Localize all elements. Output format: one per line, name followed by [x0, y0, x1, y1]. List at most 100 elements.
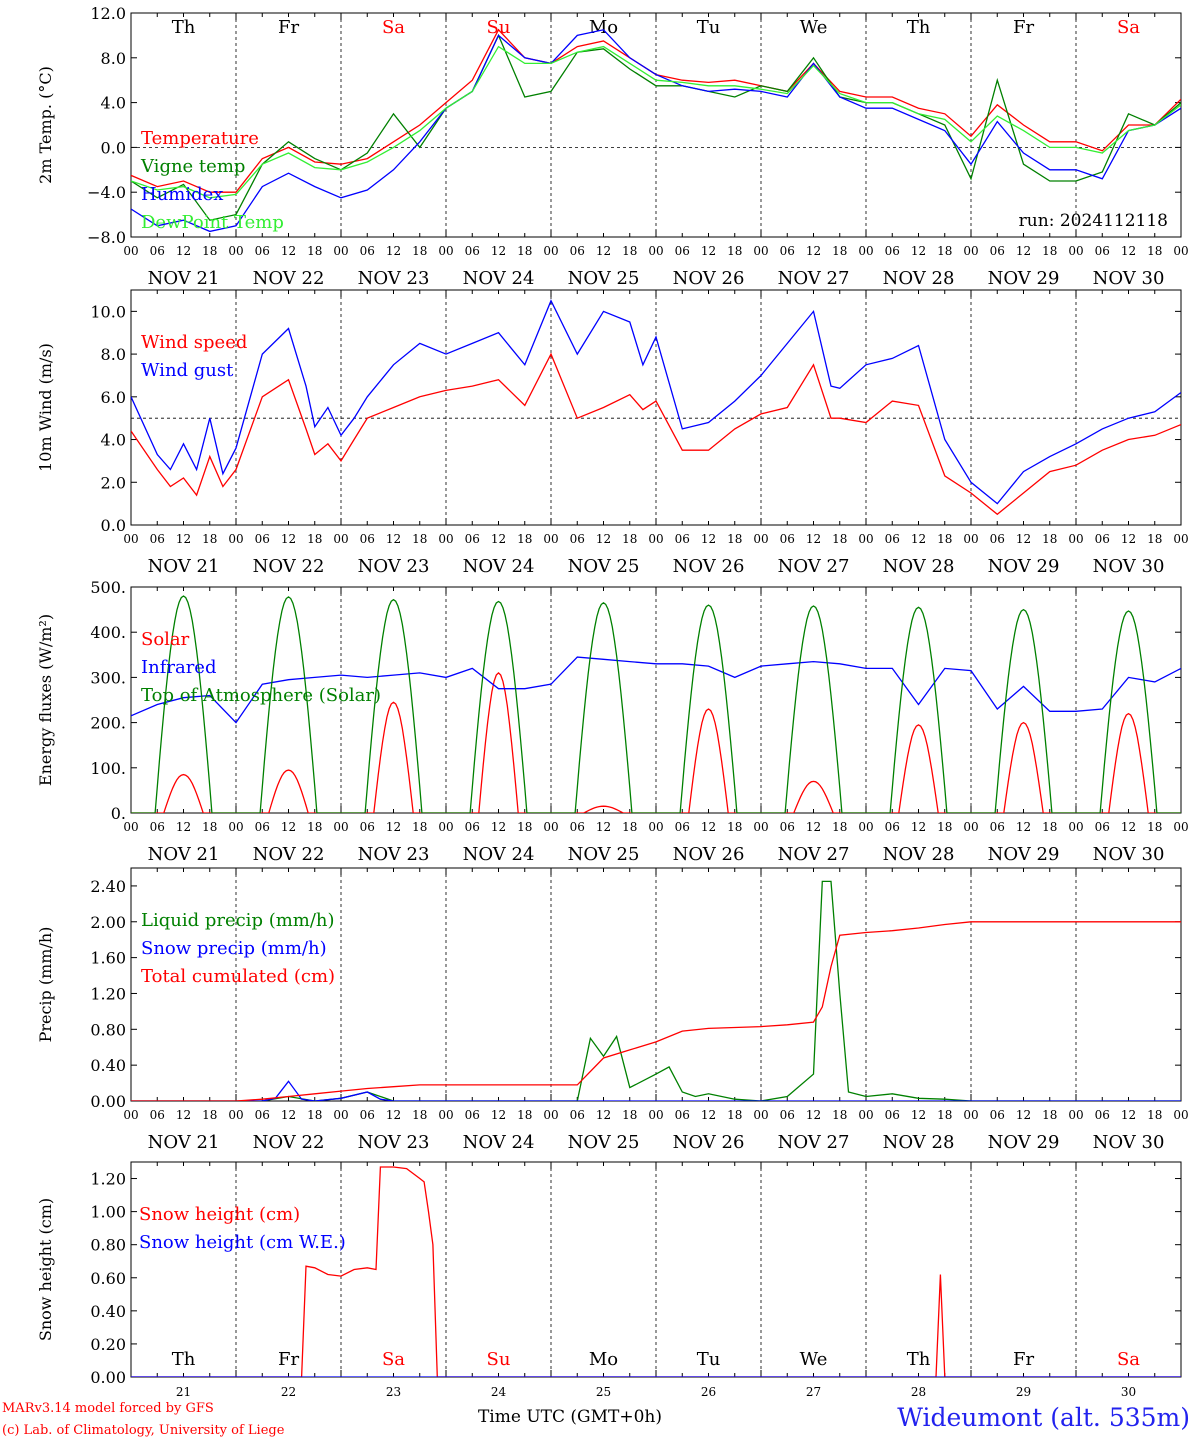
x-hour-label: 06: [255, 1108, 270, 1122]
x-hour-label: 06: [255, 820, 270, 834]
weekday-label: Sa: [1117, 17, 1140, 38]
legend-entry: Wind gust: [141, 360, 234, 381]
x-date-label: NOV 29: [988, 1132, 1060, 1153]
x-hour-label: 06: [360, 820, 375, 834]
x-date-label: NOV 25: [568, 268, 640, 289]
y-tick-label: 0.80: [90, 1020, 126, 1039]
y-tick-label: 500.: [90, 578, 126, 597]
x-date-label: NOV 22: [253, 844, 325, 865]
x-hour-label: 00: [963, 820, 978, 834]
x-day-number: 28: [911, 1385, 926, 1399]
x-date-label: NOV 25: [568, 844, 640, 865]
x-hour-label: 12: [911, 532, 926, 546]
x-hour-label: 18: [1042, 820, 1057, 834]
y-tick-label: 4.0: [101, 431, 126, 450]
x-hour-label: 18: [517, 820, 532, 834]
y-tick-label: −8.0: [87, 228, 126, 247]
x-hour-label: 06: [1095, 244, 1110, 258]
x-hour-label: 18: [307, 244, 322, 258]
y-axis-title: 10m Wind (m/s): [36, 343, 55, 472]
panels-layer: 12.0 8.0 4.0 0.0 −4.0 −8.0 2m Temp. (°C) 00 06 12…: [36, 4, 1189, 1399]
x-hour-label: 00: [1173, 532, 1188, 546]
x-hour-label: 12: [701, 244, 716, 258]
x-hour-label: 00: [753, 1108, 768, 1122]
series-line-humidex: [131, 29, 1181, 233]
legend-entry: Snow height (cm): [139, 1204, 300, 1225]
x-date-label: NOV 21: [148, 556, 220, 577]
x-hour-label: 12: [806, 532, 821, 546]
weekday-label: Mo: [589, 1349, 618, 1370]
x-date-label: NOV 27: [778, 1132, 850, 1153]
x-hour-label: 06: [570, 244, 585, 258]
x-hour-label: 12: [806, 820, 821, 834]
y-tick-label: 0.60: [90, 1269, 126, 1288]
x-hour-label: 12: [386, 244, 401, 258]
x-hour-label: 00: [1068, 244, 1083, 258]
y-tick-label: 100.: [90, 759, 126, 778]
x-hour-label: 18: [622, 244, 637, 258]
y-axis-title: Energy fluxes (W/m²): [36, 614, 55, 786]
x-hour-label: 06: [360, 1108, 375, 1122]
x-date-label: NOV 30: [1093, 268, 1165, 289]
x-hour-label: 18: [727, 820, 742, 834]
x-hour-label: 06: [360, 244, 375, 258]
x-hour-label: 00: [963, 1108, 978, 1122]
y-axis-title: Snow height (cm): [36, 1198, 55, 1341]
x-hour-label: 18: [412, 820, 427, 834]
legend: Solar Infrared Top of Atmosphere (Solar): [141, 629, 381, 706]
x-hour-label: 06: [360, 532, 375, 546]
x-hour-label: 18: [307, 532, 322, 546]
x-hour-label: 00: [543, 1108, 558, 1122]
x-date-label: NOV 28: [883, 556, 955, 577]
x-hour-label: 12: [1121, 244, 1136, 258]
x-hour-label: 00: [333, 1108, 348, 1122]
x-hour-label: 12: [1016, 820, 1031, 834]
x-hour-label: 06: [150, 532, 165, 546]
legend-entry: Total cumulated (cm): [141, 966, 335, 987]
x-hour-label: 06: [465, 820, 480, 834]
x-hour-label: 12: [701, 1108, 716, 1122]
chart-panel-2: 10.0 8.0 6.0 4.0 2.0 0.0 10m Wind (m/s) 00 06 12 1…: [36, 289, 1189, 577]
x-hour-label: 12: [176, 244, 191, 258]
y-tick-label: 0.40: [90, 1056, 126, 1075]
weekday-label: Fr: [1013, 1349, 1034, 1370]
x-hour-label: 18: [1042, 244, 1057, 258]
legend-entry: Vigne temp: [140, 156, 245, 177]
x-hour-label: 18: [307, 1108, 322, 1122]
x-day-number: 26: [701, 1385, 716, 1399]
x-day-number: 21: [176, 1385, 191, 1399]
x-hour-label: 00: [228, 1108, 243, 1122]
x-hour-label: 12: [491, 532, 506, 546]
x-hour-label: 18: [412, 532, 427, 546]
y-tick-label: −4.0: [87, 183, 126, 202]
x-date-label: NOV 28: [883, 268, 955, 289]
legend-entry: Humidex: [141, 184, 223, 205]
x-date-label: NOV 26: [673, 1132, 745, 1153]
x-hour-label: 12: [386, 1108, 401, 1122]
chart-panel-3: 500. 400. 300. 200. 100. 0. Energy fluxes (W/m…: [36, 578, 1189, 865]
x-hour-label: 06: [990, 244, 1005, 258]
x-day-number: 30: [1121, 1385, 1136, 1399]
x-hour-label: 06: [885, 1108, 900, 1122]
y-tick-label: 0.0: [101, 516, 126, 535]
weekday-label: Fr: [278, 17, 299, 38]
x-hour-label: 18: [412, 1108, 427, 1122]
weekday-label: Fr: [278, 1349, 299, 1370]
x-hour-label: 18: [517, 244, 532, 258]
series-line-vigne-temp: [131, 33, 1181, 221]
x-hour-label: 18: [937, 532, 952, 546]
y-tick-label: 8.0: [101, 49, 126, 68]
y-tick-label: 0.40: [90, 1302, 126, 1321]
x-date-label: NOV 23: [358, 268, 430, 289]
x-hour-label: 06: [885, 820, 900, 834]
x-hour-label: 00: [333, 532, 348, 546]
x-hour-label: 00: [333, 820, 348, 834]
series-layer: [131, 1166, 1181, 1377]
x-hour-label: 18: [307, 820, 322, 834]
legend-entry: Temperature: [141, 128, 259, 149]
x-date-label: NOV 23: [358, 844, 430, 865]
y-tick-label: 300.: [90, 668, 126, 687]
x-hour-label: 06: [990, 1108, 1005, 1122]
x-date-label: NOV 27: [778, 268, 850, 289]
x-date-label: NOV 23: [358, 556, 430, 577]
